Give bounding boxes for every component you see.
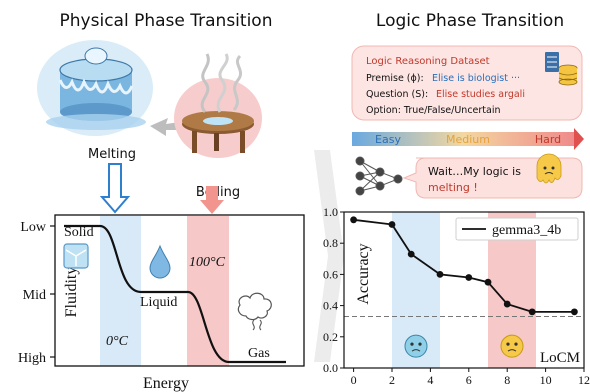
face-eye [418,342,422,346]
premise-value: Elise is biologist ··· [432,73,520,84]
state-gas: Gas [248,346,270,361]
boiling-water-illustration [174,53,262,158]
temp-zero-label: 0°C [106,334,129,349]
difficulty-hard: Hard [535,133,561,146]
steam-cloud-icon [237,292,272,331]
y-tick-label: 0.0 [323,361,338,375]
left-panel-title: Physical Phase Transition [60,11,273,31]
data-point [350,216,357,224]
phase-plot-frame [54,214,305,367]
difficulty-bar [352,132,574,146]
boiling-arrow-icon [200,186,224,214]
y-tick-label: 1.0 [323,205,338,219]
premise-label: Premise (ϕ): [366,73,424,84]
data-point [465,274,473,281]
y-tick-high: High [18,351,46,366]
right-panel-title: Logic Phase Transition [376,11,564,31]
face-eye [506,342,510,346]
melting-arrow-icon [99,163,131,214]
difficulty-medium: Medium [446,133,490,146]
y-tick-low: Low [20,220,47,235]
face-eye [410,342,414,346]
bubble-line-2: melting ! [428,181,478,194]
chart-annotation: LoCM [540,350,580,366]
difficulty-easy: Easy [375,133,401,146]
melting-ice-illustration [37,40,153,136]
dataset-title: Logic Reasoning Dataset [366,56,490,67]
neural-network-icon [355,156,403,196]
face-mouth [411,349,421,352]
data-point [407,250,415,258]
data-point [528,308,536,316]
temp-hundred-label: 100°C [189,255,226,270]
x-tick-label: 6 [466,373,472,387]
database-icon [545,52,578,86]
option-line: Option: True/False/Uncertain [366,105,501,116]
face-eye [514,342,518,346]
melting-face-icon [536,153,562,184]
legend-label: gemma3_4b [492,223,561,238]
y-tick-label: 0.4 [323,299,338,313]
y-tick-label: 0.6 [323,267,338,281]
y-axis-label: Fluidity [63,267,80,318]
chart-frame [343,211,585,369]
freezing-face-icon [404,334,428,358]
x-tick-label: 8 [504,373,510,387]
x-tick-label: 10 [540,373,552,387]
x-tick-label: 12 [578,373,590,387]
legend-box [455,217,579,241]
y-tick-label: 0.2 [323,330,338,344]
phase-curve [64,224,286,364]
panel-separator-icon [314,150,344,362]
boiling-band [187,216,229,366]
dataset-card [351,45,583,121]
sweating-face-icon [500,334,524,358]
data-point [388,221,396,228]
y-tick-label: 0.8 [323,236,338,250]
melting-label: Melting [88,147,136,162]
question-label: Question (S): [366,89,428,100]
accuracy-chart: 0.0 0.2 0.4 0.6 0.8 1.0 0 2 4 6 8 10 12 Accuracy gemma… [323,205,590,387]
data-point [571,308,578,316]
data-point [484,278,492,286]
state-liquid: Liquid [140,295,177,310]
y-tick-mid: Mid [23,288,46,303]
data-point [503,300,511,308]
state-solid: Solid [64,225,94,240]
x-tick-label: 4 [427,373,433,387]
x-axis-label: Energy [143,375,189,392]
x-tick-label: 2 [389,373,395,387]
data-point [436,271,444,278]
chart-y-axis-label: Accuracy [355,243,372,304]
question-value: Elise studies argali [436,89,525,100]
water-drop-icon [149,244,171,279]
bubble-line-1: Wait…My logic is [428,165,521,178]
ice-cube-icon [63,243,89,269]
x-tick-label: 0 [351,373,357,387]
face-mouth [507,349,517,352]
difficulty-arrow-icon [574,128,584,150]
transition-arrow-icon [150,118,180,136]
